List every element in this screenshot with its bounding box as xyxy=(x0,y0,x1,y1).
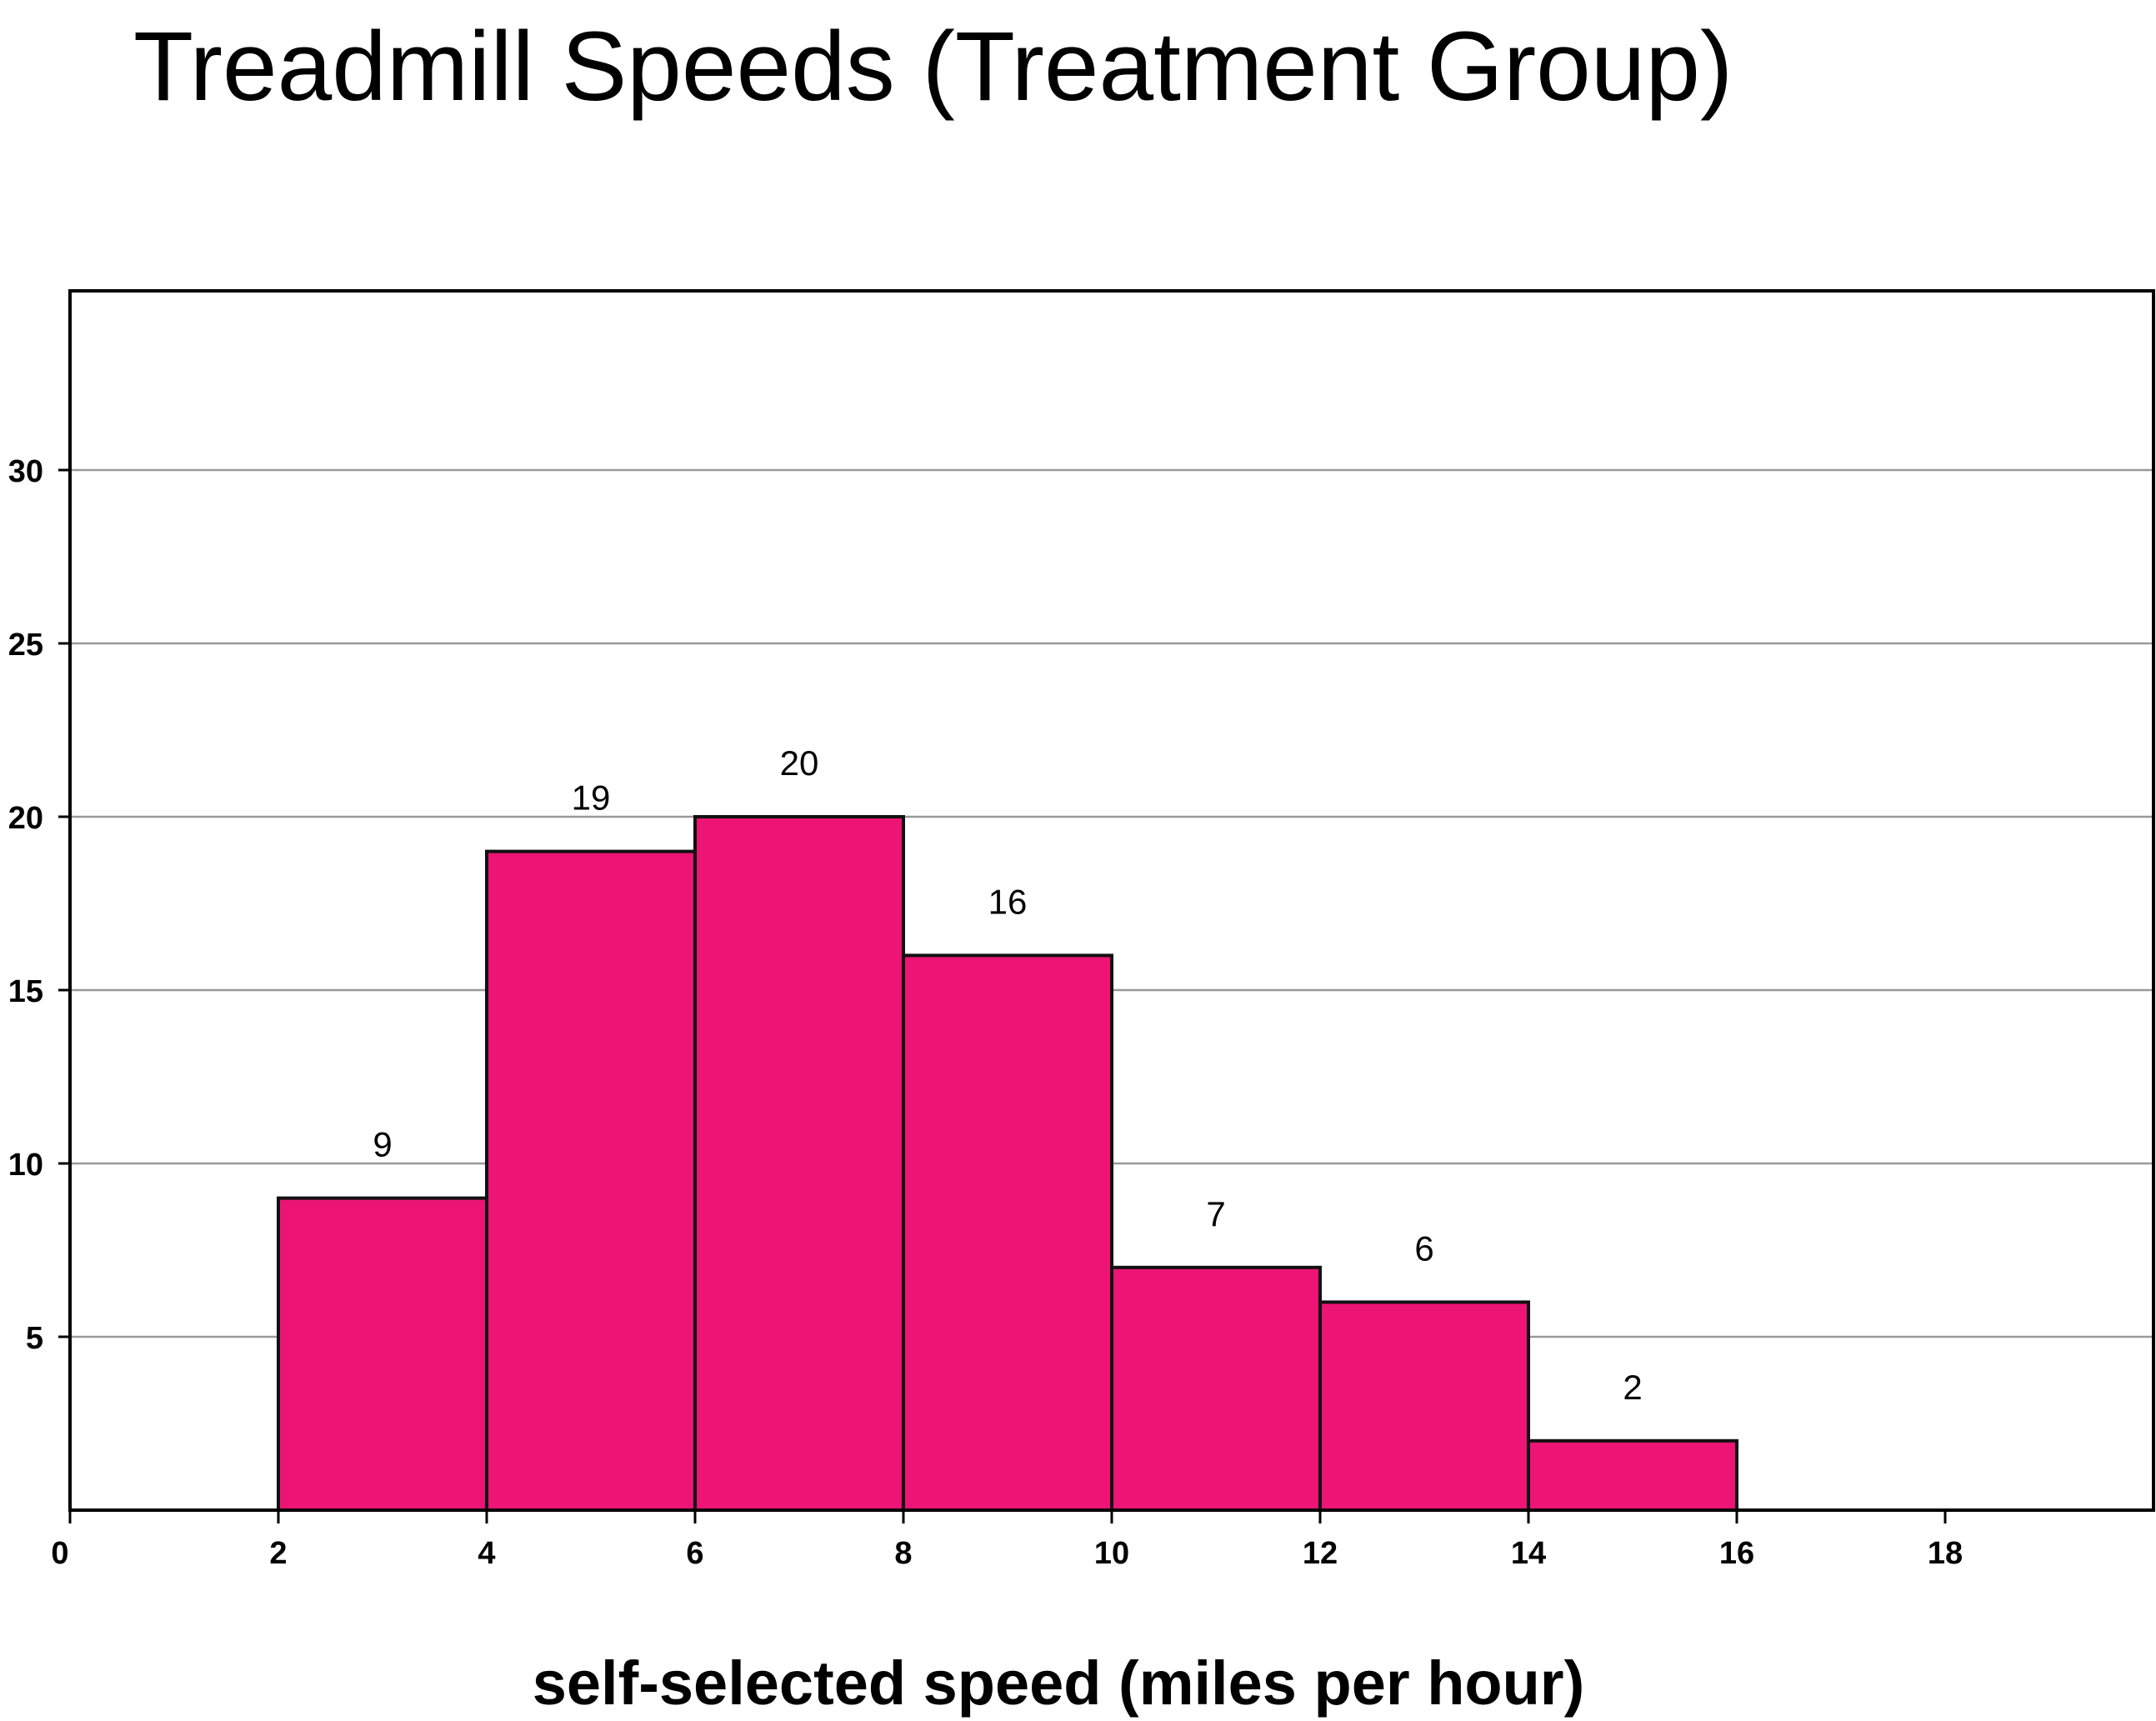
y-tick-label-10: 10 xyxy=(8,1148,43,1183)
data-label-10-12: 7 xyxy=(1206,1194,1225,1233)
data-label-2-4: 9 xyxy=(373,1125,392,1164)
x-tick-label-12: 12 xyxy=(1303,1536,1338,1571)
x-tick-label-8: 8 xyxy=(894,1536,912,1571)
y-axis-ticks: 5 10 15 20 25 30 xyxy=(8,454,70,1356)
x-tick-label-14: 14 xyxy=(1511,1536,1546,1571)
data-label-14-16: 2 xyxy=(1623,1368,1642,1407)
x-tick-label-18: 18 xyxy=(1928,1536,1963,1571)
chart-title: Treadmill Speeds (Treatment Group) xyxy=(133,12,1733,122)
x-tick-label-10: 10 xyxy=(1094,1536,1129,1571)
data-label-4-6: 19 xyxy=(572,778,611,818)
bar-12-14 xyxy=(1318,1300,1530,1513)
data-label-12-14: 6 xyxy=(1414,1228,1433,1268)
bar-6-8 xyxy=(693,815,905,1512)
x-tick-label-6: 6 xyxy=(686,1536,703,1571)
x-tick-label-16: 16 xyxy=(1719,1536,1754,1571)
bar-8-10 xyxy=(902,953,1113,1512)
data-label-8-10: 16 xyxy=(988,882,1028,921)
bar-2-4 xyxy=(277,1196,488,1512)
y-tick-label-30: 30 xyxy=(8,454,43,489)
y-tick-label-25: 25 xyxy=(8,628,43,663)
x-tick-label-4: 4 xyxy=(478,1536,495,1571)
y-tick-label-15: 15 xyxy=(8,974,43,1009)
x-axis-label: self-selected speed (miles per hour) xyxy=(533,1648,1585,1718)
data-labels: 9 19 20 16 7 6 2 xyxy=(373,743,1642,1407)
x-axis-ticks: 0 2 4 6 8 10 12 14 16 18 xyxy=(51,1510,1963,1571)
bar-4-6 xyxy=(485,849,697,1512)
bar-10-12 xyxy=(1110,1265,1322,1513)
bar-14-16 xyxy=(1527,1438,1738,1513)
y-tick-label-5: 5 xyxy=(26,1321,43,1356)
x-tick-label-2: 2 xyxy=(269,1536,287,1571)
y-tick-label-20: 20 xyxy=(8,801,43,836)
data-label-6-8: 20 xyxy=(780,743,819,783)
bars xyxy=(277,815,1738,1513)
x-tick-label-0: 0 xyxy=(51,1536,68,1571)
